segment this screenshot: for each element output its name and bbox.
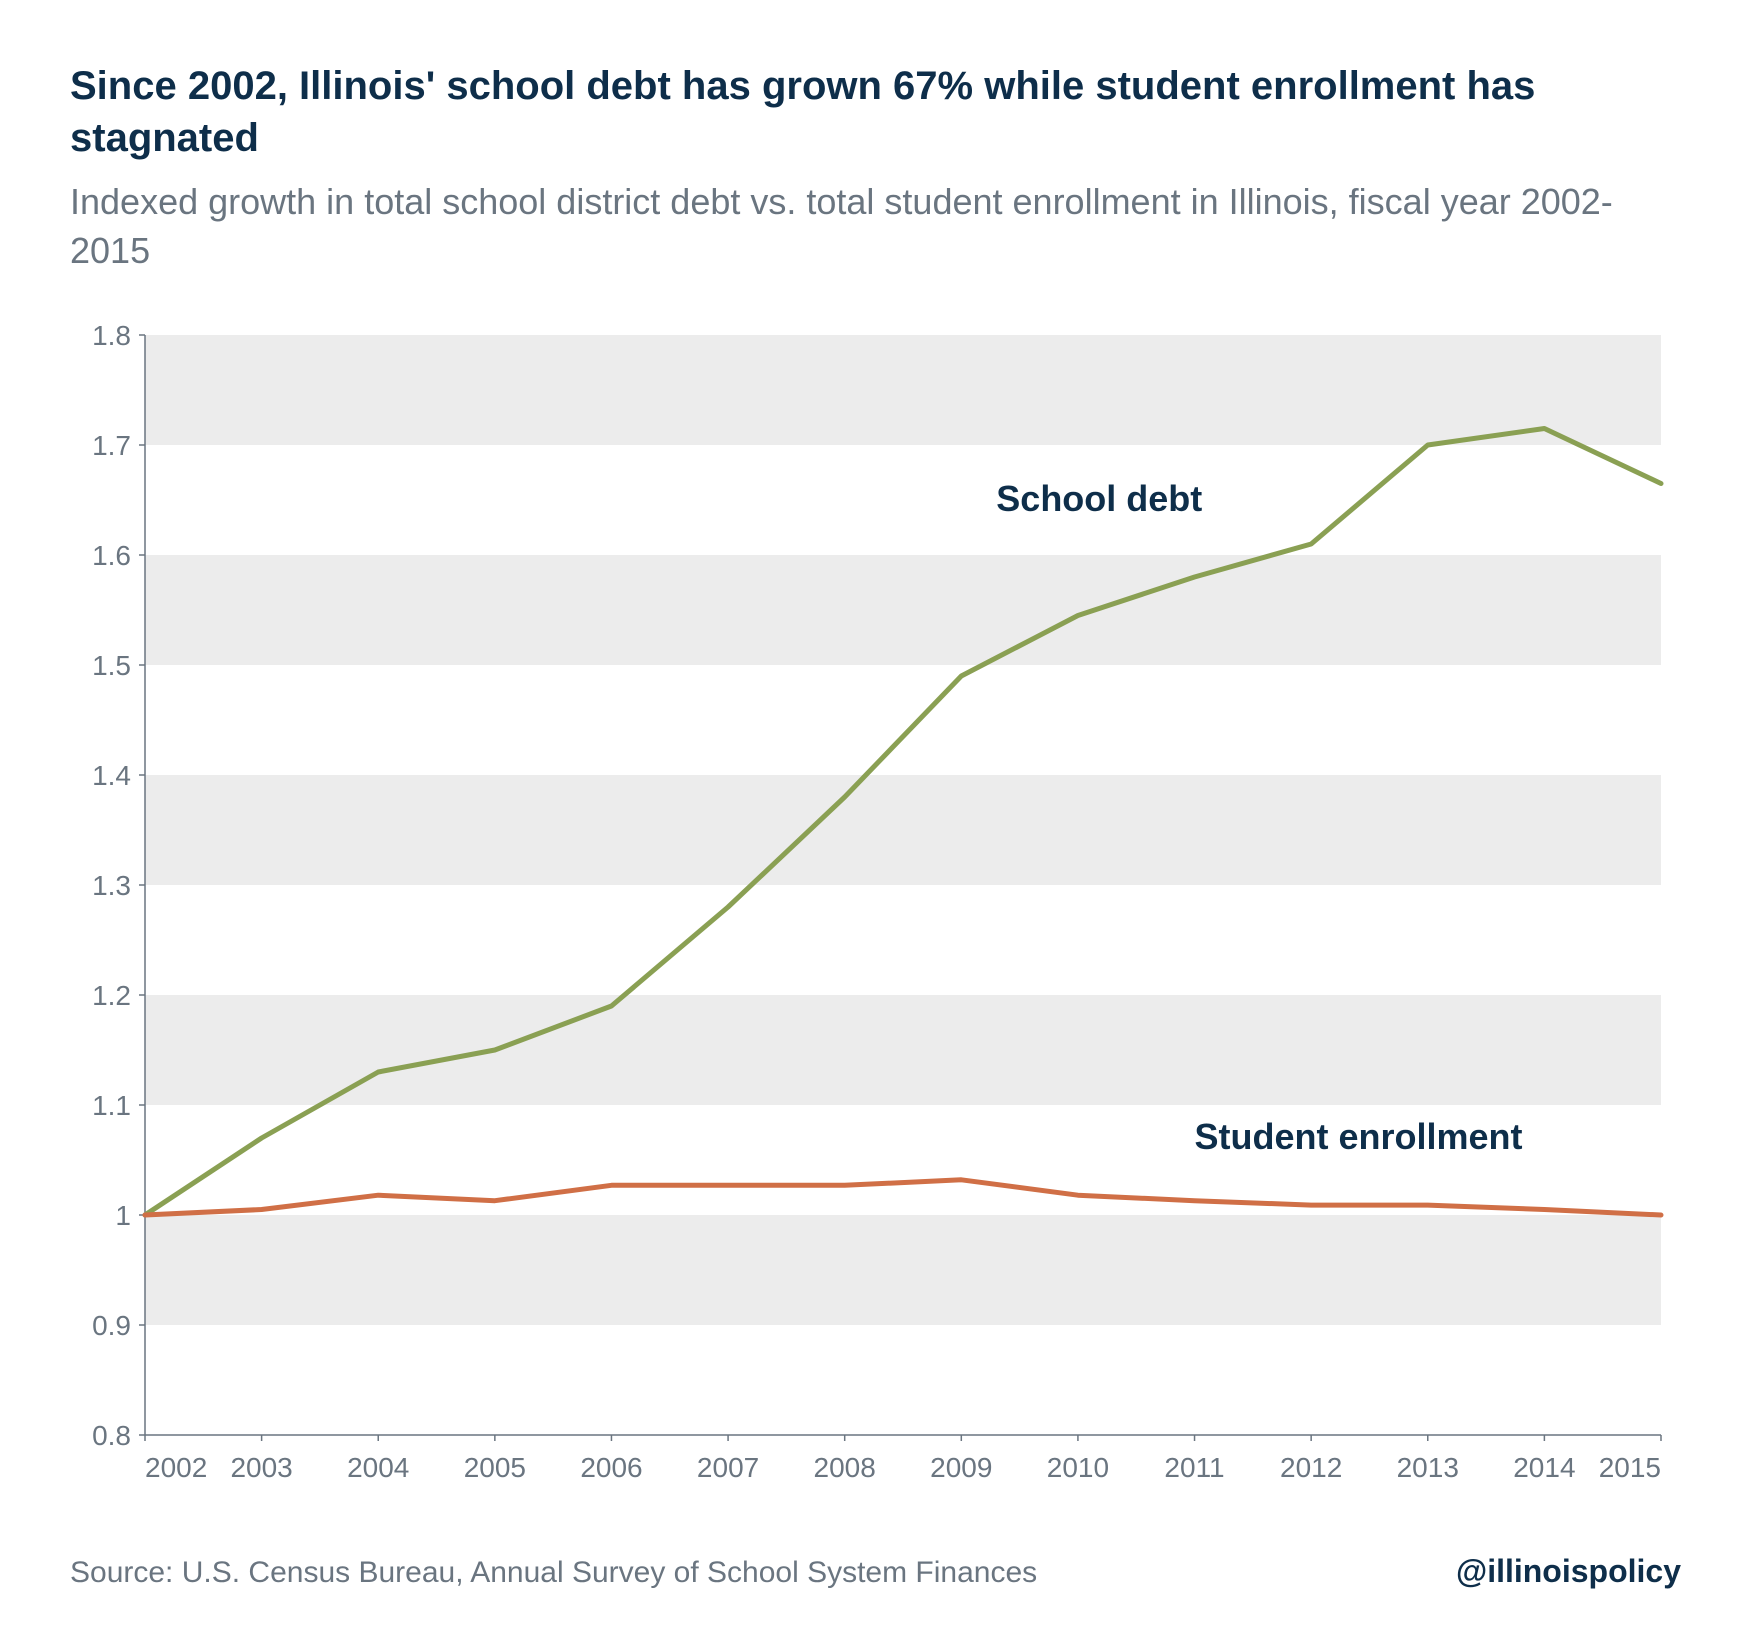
y-tick-label: 1.4: [92, 760, 131, 791]
x-tick-label: 2009: [930, 1452, 992, 1483]
x-tick-label: 2002: [145, 1452, 207, 1483]
y-tick-label: 1.6: [92, 540, 131, 571]
handle-text: @illinoispolicy: [1456, 1553, 1681, 1590]
chart-footer: Source: U.S. Census Bureau, Annual Surve…: [70, 1553, 1681, 1590]
x-tick-label: 2015: [1599, 1452, 1661, 1483]
x-tick-label: 2004: [347, 1452, 409, 1483]
chart-container: Since 2002, Illinois' school debt has gr…: [0, 0, 1751, 1645]
y-tick-label: 1.1: [92, 1090, 131, 1121]
y-tick-label: 0.8: [92, 1420, 131, 1451]
y-tick-label: 1.2: [92, 980, 131, 1011]
y-tick-label: 1.8: [92, 325, 131, 351]
series-label: Student enrollment: [1195, 1116, 1523, 1157]
series-label: School debt: [996, 478, 1202, 519]
chart-title: Since 2002, Illinois' school debt has gr…: [70, 60, 1681, 164]
y-tick-label: 1.3: [92, 870, 131, 901]
x-tick-label: 2007: [697, 1452, 759, 1483]
x-tick-label: 2012: [1280, 1452, 1342, 1483]
series-line: [145, 1180, 1661, 1215]
x-tick-label: 2011: [1164, 1452, 1224, 1483]
chart-subtitle: Indexed growth in total school district …: [70, 178, 1681, 275]
x-tick-label: 2006: [580, 1452, 642, 1483]
chart-area: 0.8 0.9 1 1.1 1.2 1.3 1.4 1.5 1.6 1.7 1.8 2002 2003 2…: [70, 325, 1681, 1505]
y-tick-label: 1: [115, 1200, 131, 1231]
x-tick-label: 2013: [1397, 1452, 1459, 1483]
x-tick-label: 2010: [1047, 1452, 1109, 1483]
y-tick-label: 1.5: [92, 650, 131, 681]
x-tick-label: 2014: [1513, 1452, 1575, 1483]
y-tick-label: 0.9: [92, 1310, 131, 1341]
x-tick-label: 2008: [814, 1452, 876, 1483]
x-tick-label: 2005: [464, 1452, 526, 1483]
line-chart-svg: 0.8 0.9 1 1.1 1.2 1.3 1.4 1.5 1.6 1.7 1.8 2002 2003 2…: [70, 325, 1681, 1505]
x-tick-label: 2003: [230, 1452, 292, 1483]
source-text: Source: U.S. Census Bureau, Annual Surve…: [70, 1556, 1037, 1590]
y-tick-label: 1.7: [92, 430, 131, 461]
